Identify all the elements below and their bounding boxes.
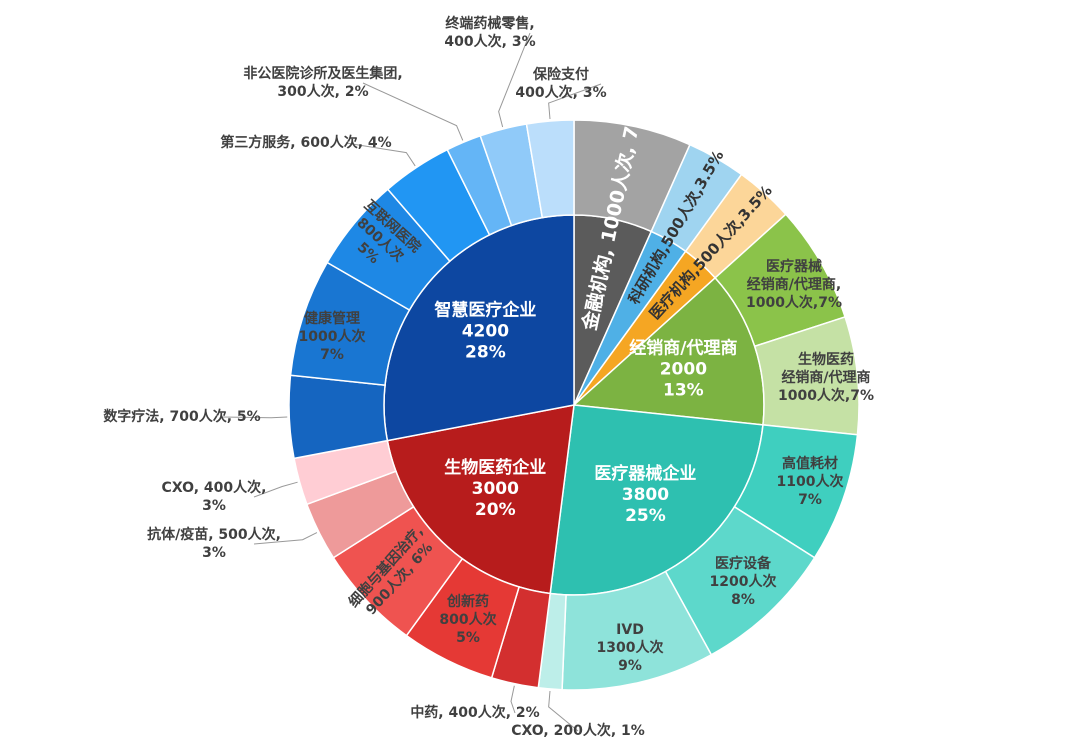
outer-label-line: 7% <box>320 347 344 363</box>
leader-line <box>253 481 298 498</box>
outer-label-line: 医疗器械 <box>766 258 822 275</box>
outer-label: 抗体/疫苗, 500人次, 3% <box>147 526 281 561</box>
category-label: 经销商/代理商 <box>629 337 737 358</box>
outer-label: 终端药械零售,400人次, 3% <box>444 15 535 50</box>
outer-label-line: 抗体/疫苗, 500人次, <box>147 526 281 543</box>
leader-line <box>345 142 416 167</box>
leader-line <box>510 685 516 714</box>
outer-label: CXO, 200人次, 1% <box>511 722 645 739</box>
outer-label: 非公医院诊所及医生集团,300人次, 2% <box>243 65 402 100</box>
outer-label-line: 7% <box>798 492 822 508</box>
outer-label-line: 5% <box>456 630 480 646</box>
outer-label-line: 中药, 400人次, 2% <box>410 704 539 721</box>
category-label: 生物医药企业 <box>444 457 546 478</box>
outer-label-line: 1300人次 <box>597 639 664 656</box>
outer-label-line: 3% <box>202 498 226 514</box>
outer-label: 第三方服务, 600人次, 4% <box>220 134 391 151</box>
leader-line <box>221 416 288 419</box>
outer-label: 中药, 400人次, 2% <box>410 704 539 721</box>
category-value: 2000 <box>660 359 707 379</box>
category-percent: 28% <box>465 343 506 363</box>
category-percent: 20% <box>475 500 516 520</box>
outer-label-line: 非公医院诊所及医生集团, <box>243 65 402 82</box>
outer-label: 数字疗法, 700人次, 5% <box>103 408 260 425</box>
category-percent: 25% <box>625 506 666 526</box>
category-value: 3800 <box>622 485 669 505</box>
category-label: 医疗器械企业 <box>594 463 696 484</box>
leader-line <box>362 82 464 141</box>
leader-lines <box>221 32 602 732</box>
outer-label-line: 生物医药 <box>798 351 854 368</box>
outer-segment <box>525 119 575 219</box>
outer-label-line: 1000人次 <box>299 328 366 345</box>
category-value: 3000 <box>472 479 519 499</box>
outer-label-line: 经销商/代理商, <box>747 276 841 293</box>
outer-label-line: 创新药 <box>446 593 489 610</box>
leader-line <box>498 32 531 128</box>
outer-label-line: 健康管理 <box>304 310 360 327</box>
outer-label-line: 第三方服务, 600人次, 4% <box>220 134 391 151</box>
outer-label-line: 1000人次,7% <box>778 387 874 404</box>
outer-label-line: 1100人次 <box>777 473 844 490</box>
outer-label-line: CXO, 200人次, 1% <box>511 722 645 739</box>
outer-label-line: CXO, 400人次, <box>162 479 267 496</box>
outer-label-line: 1200人次 <box>710 573 777 590</box>
outer-label-line: 400人次, 3% <box>444 33 535 50</box>
leader-line <box>548 690 579 732</box>
category-label: 智慧医疗企业 <box>434 300 536 321</box>
category-percent: 13% <box>663 380 704 400</box>
outer-label-line: 9% <box>618 658 642 674</box>
outer-label-line: 保险支付 <box>532 66 589 83</box>
outer-label-line: 400人次, 3% <box>515 84 606 101</box>
leader-line <box>548 83 602 120</box>
outer-label-line: 经销商/代理商 <box>781 369 870 386</box>
outer-label-line: 数字疗法, 700人次, 5% <box>103 408 260 425</box>
outer-label-line: 800人次 <box>439 611 496 628</box>
category-value: 4200 <box>462 322 509 342</box>
outer-label-line: 8% <box>731 592 755 608</box>
outer-label-line: 终端药械零售, <box>445 15 534 32</box>
outer-label-line: 300人次, 2% <box>277 83 368 100</box>
outer-label-line: 1000人次,7% <box>746 294 842 311</box>
outer-label-line: IVD <box>616 622 644 638</box>
outer-label-line: 高值耗材 <box>782 455 838 472</box>
outer-label: CXO, 400人次, 3% <box>162 479 267 514</box>
outer-label-line: 3% <box>202 545 226 561</box>
leader-line <box>253 532 318 545</box>
outer-label-line: 医疗设备 <box>715 555 772 572</box>
